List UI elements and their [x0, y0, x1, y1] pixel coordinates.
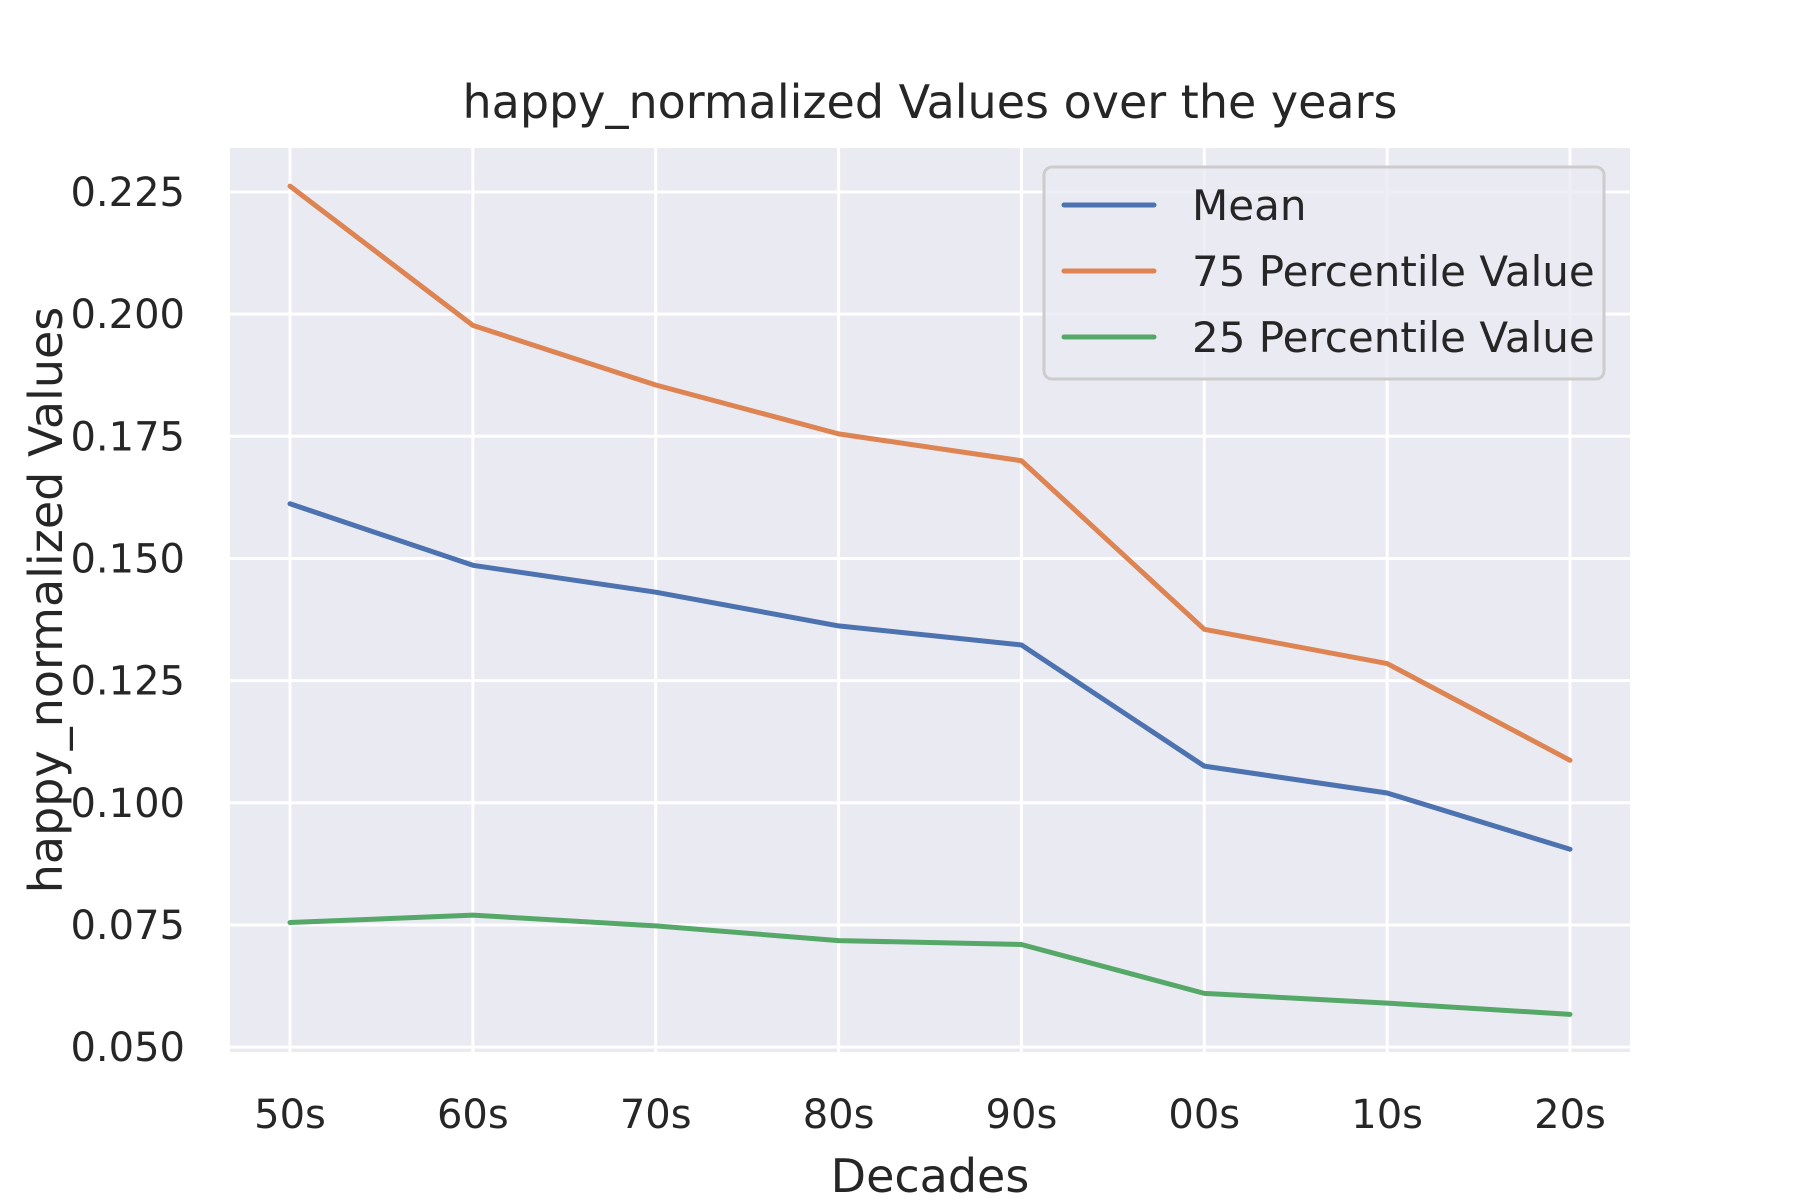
- x-tick-label: 60s: [437, 1092, 509, 1138]
- legend-box: [1042, 165, 1606, 381]
- y-axis-label: happy_normalized Values: [19, 307, 73, 893]
- y-tick-label: 0.200: [70, 292, 185, 338]
- series-line-1: [287, 183, 1573, 763]
- x-tick-label: 10s: [1351, 1092, 1423, 1138]
- grid-lines: [230, 148, 1630, 1052]
- y-tick-label: 0.225: [70, 170, 185, 216]
- y-tick-label: 0.150: [70, 536, 185, 582]
- x-tick-label: 90s: [986, 1092, 1058, 1138]
- legend-label: 25 Percentile Value: [1192, 313, 1595, 362]
- legend-label: 75 Percentile Value: [1192, 247, 1595, 296]
- x-tick-label: 70s: [620, 1092, 692, 1138]
- series-line-0: [287, 501, 1573, 852]
- y-tick-labels: 0.050 0.075 0.100 0.125 0.150 0.175 0.200 0.225: [70, 170, 185, 1071]
- y-tick-label: 0.075: [70, 903, 185, 949]
- x-tick-label: 20s: [1534, 1092, 1606, 1138]
- y-tick-label: 0.050: [70, 1025, 185, 1071]
- chart-title: happy_normalized Values over the years: [462, 75, 1397, 129]
- series-lines: [287, 183, 1573, 1017]
- x-tick-label: 00s: [1168, 1092, 1240, 1138]
- y-tick-label: 0.100: [70, 781, 185, 827]
- legend: Mean 75 Percentile Value 25 Percentile Val…: [1042, 165, 1606, 381]
- legend-label: Mean: [1192, 181, 1306, 230]
- x-tick-label: 50s: [254, 1092, 326, 1138]
- series-line-2: [287, 912, 1573, 1017]
- x-axis-label: Decades: [831, 1149, 1030, 1200]
- y-tick-label: 0.175: [70, 414, 185, 460]
- x-tick-labels: 50s 60s 70s 80s 90s 00s 10s 20s: [254, 1092, 1606, 1138]
- y-tick-label: 0.125: [70, 659, 185, 705]
- x-tick-label: 80s: [803, 1092, 875, 1138]
